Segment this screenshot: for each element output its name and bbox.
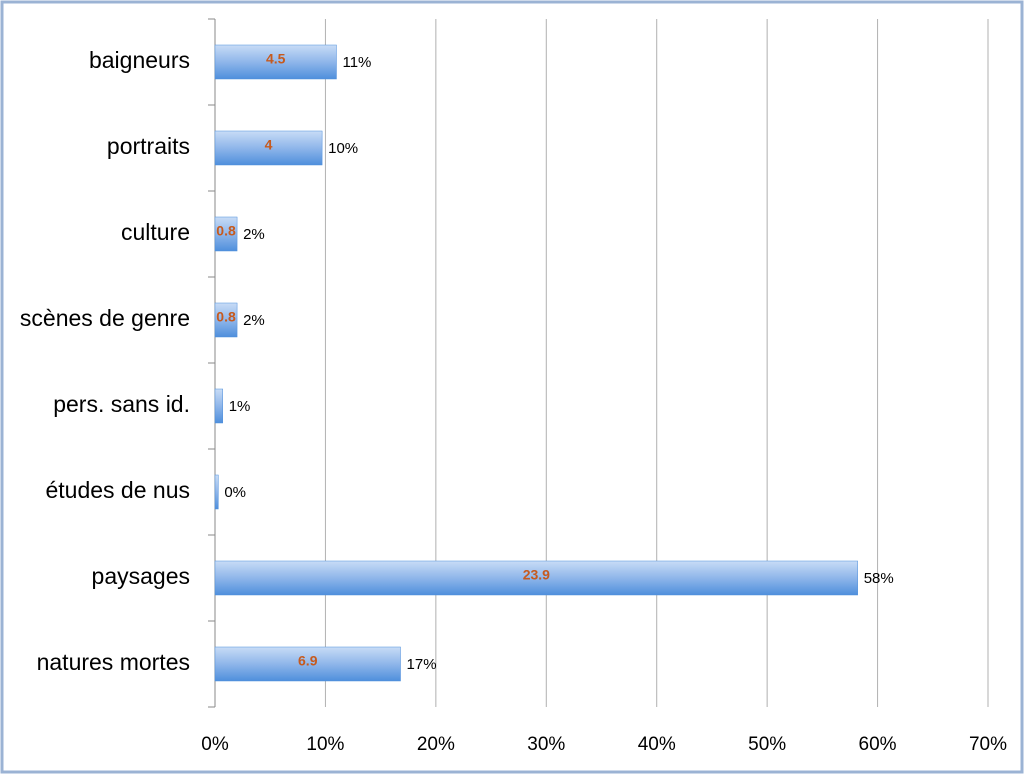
inner-label: 4 — [265, 137, 273, 153]
bar — [214, 44, 337, 80]
y-tick-label: baigneurs — [89, 47, 190, 73]
bar — [214, 474, 219, 510]
x-tick-label: 10% — [306, 734, 344, 755]
value-label: 58% — [864, 570, 894, 587]
x-tick-label: 70% — [969, 734, 1007, 755]
x-tick-label: 0% — [201, 734, 229, 755]
bar — [214, 216, 238, 252]
x-tick-label: 60% — [859, 734, 897, 755]
y-tick-label: pers. sans id. — [53, 391, 190, 417]
inner-label: 4.5 — [266, 51, 286, 67]
value-label: 0% — [224, 484, 246, 501]
y-tick-label: paysages — [92, 563, 190, 589]
y-tick-label: portraits — [107, 133, 190, 159]
value-label: 2% — [243, 312, 265, 329]
inner-label: 23.9 — [523, 567, 550, 583]
y-tick-label: études de nus — [45, 477, 190, 503]
x-tick-label: 40% — [638, 734, 676, 755]
bar — [214, 302, 238, 338]
y-tick-label: scènes de genre — [20, 305, 190, 331]
value-label: 10% — [328, 140, 358, 157]
inner-label: 0.8 — [216, 223, 236, 239]
bar — [214, 646, 401, 682]
value-label: 1% — [229, 398, 251, 415]
value-label: 17% — [407, 656, 437, 673]
bar — [214, 560, 858, 596]
value-label: 11% — [342, 54, 371, 71]
bar — [214, 388, 223, 424]
value-label: 2% — [243, 226, 265, 243]
bar — [214, 130, 323, 166]
inner-label: 0.8 — [216, 309, 236, 325]
x-tick-label: 50% — [748, 734, 786, 755]
inner-label: 6.9 — [298, 653, 318, 669]
x-tick-label: 20% — [417, 734, 455, 755]
x-tick-label: 30% — [527, 734, 565, 755]
y-tick-label: culture — [121, 219, 190, 245]
y-tick-label: natures mortes — [37, 649, 190, 675]
